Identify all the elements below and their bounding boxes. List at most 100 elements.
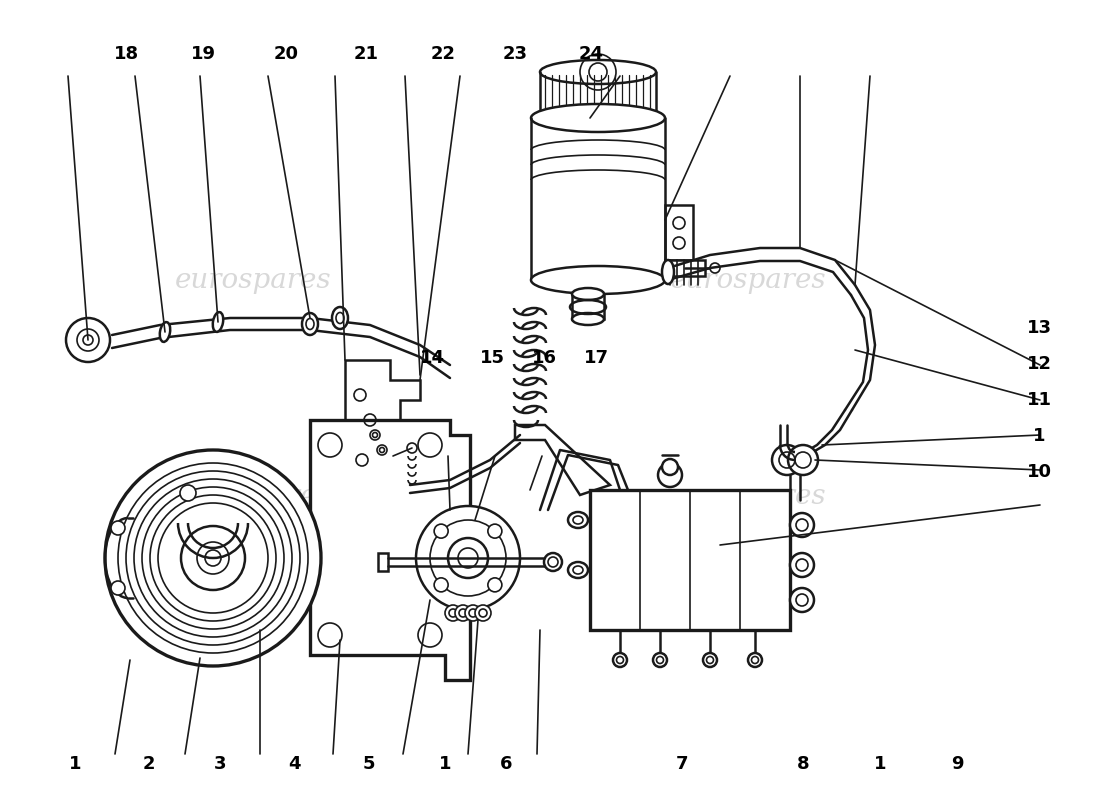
Circle shape <box>488 578 502 592</box>
Circle shape <box>205 550 221 566</box>
Text: 1: 1 <box>1033 427 1046 445</box>
Text: 15: 15 <box>481 350 505 367</box>
Ellipse shape <box>332 307 348 329</box>
Polygon shape <box>345 360 420 500</box>
Ellipse shape <box>548 557 558 567</box>
Ellipse shape <box>748 653 762 667</box>
Text: 9: 9 <box>950 755 964 773</box>
Circle shape <box>416 506 520 610</box>
Text: eurospares: eurospares <box>670 266 826 294</box>
Text: 20: 20 <box>274 46 298 63</box>
Circle shape <box>772 445 802 475</box>
Polygon shape <box>378 553 388 571</box>
Ellipse shape <box>302 313 318 335</box>
Ellipse shape <box>540 109 656 127</box>
Circle shape <box>662 459 678 475</box>
Text: 17: 17 <box>584 350 608 367</box>
Text: 1: 1 <box>873 755 887 773</box>
Polygon shape <box>590 490 790 630</box>
Ellipse shape <box>544 553 562 571</box>
Circle shape <box>788 445 818 475</box>
Text: 21: 21 <box>354 46 378 63</box>
Circle shape <box>446 605 461 621</box>
Circle shape <box>465 605 481 621</box>
Circle shape <box>197 542 229 574</box>
Ellipse shape <box>336 313 344 323</box>
Circle shape <box>434 524 448 538</box>
Ellipse shape <box>531 266 666 294</box>
Circle shape <box>318 433 342 457</box>
Text: 12: 12 <box>1027 355 1052 373</box>
Ellipse shape <box>540 60 656 84</box>
Ellipse shape <box>568 512 588 528</box>
Circle shape <box>448 538 488 578</box>
Circle shape <box>66 318 110 362</box>
Ellipse shape <box>212 312 223 332</box>
Circle shape <box>182 526 245 590</box>
Ellipse shape <box>572 313 604 325</box>
Ellipse shape <box>751 657 759 663</box>
Text: 22: 22 <box>431 46 455 63</box>
Polygon shape <box>666 205 693 260</box>
Ellipse shape <box>306 318 313 330</box>
Text: eurospares: eurospares <box>670 482 826 510</box>
Circle shape <box>658 463 682 487</box>
Text: eurospares: eurospares <box>175 482 331 510</box>
Circle shape <box>790 553 814 577</box>
Text: 11: 11 <box>1027 391 1052 409</box>
Polygon shape <box>572 294 604 319</box>
Text: 1: 1 <box>68 755 81 773</box>
Ellipse shape <box>662 260 674 284</box>
Circle shape <box>111 581 125 595</box>
Circle shape <box>455 605 471 621</box>
Text: 24: 24 <box>579 46 603 63</box>
Circle shape <box>790 513 814 537</box>
Text: 3: 3 <box>213 755 227 773</box>
Text: 6: 6 <box>499 755 513 773</box>
Ellipse shape <box>573 516 583 524</box>
Circle shape <box>434 578 448 592</box>
Text: 23: 23 <box>503 46 527 63</box>
Text: 10: 10 <box>1027 463 1052 481</box>
Circle shape <box>790 588 814 612</box>
Ellipse shape <box>657 657 663 663</box>
Circle shape <box>418 623 442 647</box>
Text: 18: 18 <box>114 46 139 63</box>
Circle shape <box>379 447 385 453</box>
Text: 19: 19 <box>191 46 216 63</box>
Ellipse shape <box>703 653 717 667</box>
Text: 5: 5 <box>362 755 375 773</box>
Text: 2: 2 <box>142 755 155 773</box>
Circle shape <box>407 443 417 453</box>
Ellipse shape <box>160 322 170 342</box>
Ellipse shape <box>573 566 583 574</box>
Ellipse shape <box>531 104 666 132</box>
Circle shape <box>111 521 125 535</box>
Text: 8: 8 <box>796 755 810 773</box>
Polygon shape <box>310 420 470 680</box>
Ellipse shape <box>653 653 667 667</box>
Ellipse shape <box>710 263 720 273</box>
Text: eurospares: eurospares <box>175 266 331 294</box>
Polygon shape <box>666 260 705 276</box>
Circle shape <box>180 485 196 501</box>
Ellipse shape <box>616 657 624 663</box>
Circle shape <box>488 524 502 538</box>
Text: 16: 16 <box>532 350 557 367</box>
Text: 14: 14 <box>420 350 444 367</box>
Circle shape <box>104 450 321 666</box>
Circle shape <box>475 605 491 621</box>
Circle shape <box>82 335 94 345</box>
Ellipse shape <box>568 562 588 578</box>
Text: 13: 13 <box>1027 319 1052 337</box>
Text: 7: 7 <box>675 755 689 773</box>
Ellipse shape <box>572 288 604 300</box>
Text: 1: 1 <box>439 755 452 773</box>
Circle shape <box>318 623 342 647</box>
Polygon shape <box>515 425 611 495</box>
Text: 4: 4 <box>288 755 301 773</box>
Circle shape <box>373 433 377 438</box>
Circle shape <box>418 433 442 457</box>
Ellipse shape <box>706 657 714 663</box>
Ellipse shape <box>613 653 627 667</box>
